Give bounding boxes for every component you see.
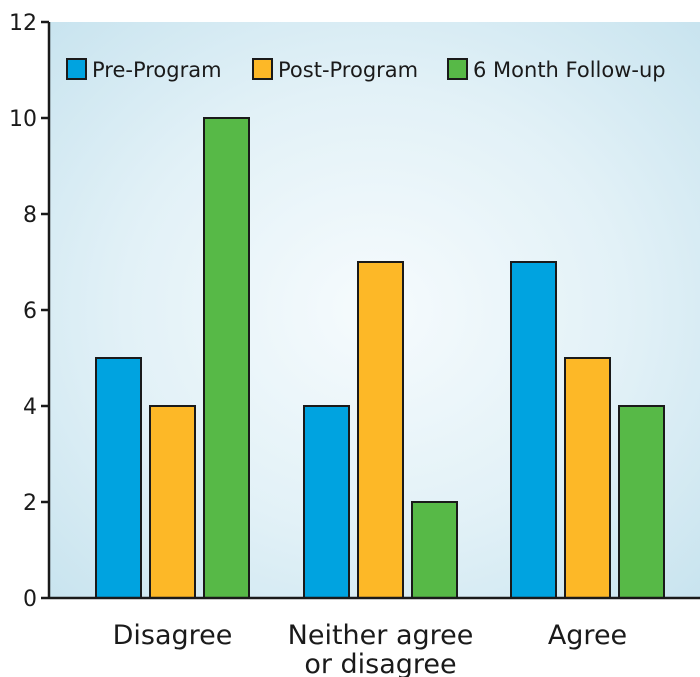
bar-neither-agree-or-disagree-6-month-follow-up	[411, 501, 458, 599]
bar-neither-agree-or-disagree-pre-program	[303, 405, 350, 599]
y-tick-label-0: 0	[23, 587, 37, 612]
x-category-label-disagree-line-1: Disagree	[113, 620, 233, 651]
legend-label-post-program: Post-Program	[278, 58, 418, 82]
legend: Pre-Program Post-Program 6 Month Follow-up	[66, 58, 666, 82]
x-category-label-neither-agree-or-disagree-line-1: Neither agree	[288, 620, 474, 651]
x-category-label-neither-agree-or-disagree-line-2: or disagree	[304, 649, 456, 677]
bar-disagree-pre-program	[95, 357, 142, 599]
y-tick-label-2: 2	[23, 491, 37, 516]
y-tick-label-8: 8	[23, 203, 37, 228]
legend-label-pre-program: Pre-Program	[92, 58, 222, 82]
y-tick-label-4: 4	[23, 395, 37, 420]
bar-neither-agree-or-disagree-post-program	[357, 261, 404, 599]
bar-agree-post-program	[564, 357, 611, 599]
legend-swatch-pre-program	[66, 58, 87, 80]
bar-agree-pre-program	[510, 261, 557, 599]
y-tick-label-12: 12	[9, 11, 37, 36]
bar-disagree-post-program	[149, 405, 196, 599]
bar-disagree-6-month-follow-up	[203, 117, 250, 599]
y-ticks-group: 0 2 4 6 8 10 12	[9, 11, 49, 612]
y-tick-label-10: 10	[9, 107, 37, 132]
legend-swatch-post-program	[252, 58, 273, 80]
legend-swatch-6-month-follow-up	[447, 58, 468, 80]
bars-group	[95, 117, 665, 599]
bar-agree-6-month-follow-up	[618, 405, 665, 599]
legend-label-6-month-follow-up: 6 Month Follow-up	[473, 58, 666, 82]
y-tick-label-6: 6	[23, 299, 37, 324]
x-category-label-agree-line-1: Agree	[548, 620, 627, 651]
